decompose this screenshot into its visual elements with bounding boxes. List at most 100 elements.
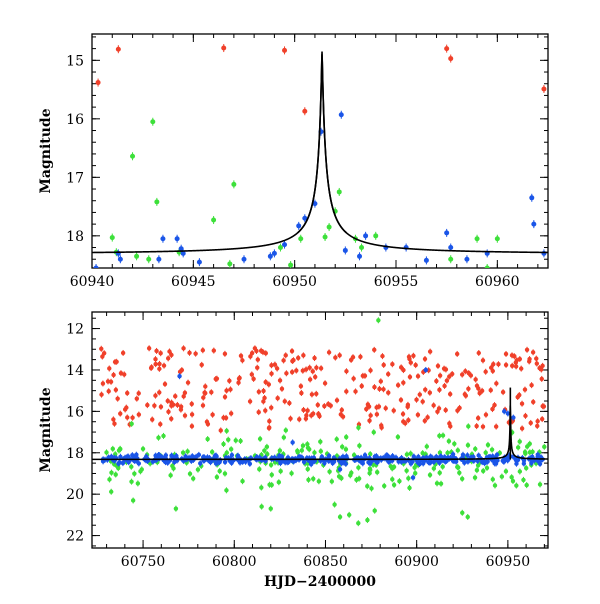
data-point [267,252,273,261]
y-tick-label: 18 [66,229,84,245]
data-point [165,397,170,404]
data-point [386,389,391,396]
data-point [256,388,262,395]
data-point [240,478,245,485]
y-tick-label: 18 [66,446,84,462]
data-point [308,461,314,468]
data-point [322,380,328,387]
data-point [306,476,311,483]
data-point [218,427,223,434]
data-point [224,487,229,494]
data-point [177,373,182,380]
data-point [339,443,345,450]
data-point [224,387,229,394]
data-point [496,361,501,368]
data-point [374,411,380,418]
data-point [457,469,462,476]
data-point [265,451,270,458]
data-point [134,451,139,458]
data-point [289,470,294,477]
data-point [130,497,136,504]
data-point [354,476,359,483]
x-tick-label: 60955 [374,274,419,290]
data-point [521,476,526,483]
data-point [459,371,465,378]
data-point [307,376,313,383]
data-point [479,387,485,394]
y-tick-label: 22 [66,529,84,545]
data-point [500,457,505,464]
data-point [353,388,358,395]
data-point [249,371,255,378]
x-tick-label: 60960 [475,274,520,290]
data-point [476,385,481,392]
data-point [247,398,253,405]
data-point [334,397,340,404]
data-point [294,367,299,374]
x-tick-label: 60900 [394,554,439,570]
data-point [300,442,306,449]
data-point [290,439,295,446]
data-point [395,382,401,389]
data-point [492,482,498,489]
data-point [521,460,527,467]
data-point [367,465,373,472]
data-point [222,470,228,477]
data-point [255,356,261,363]
data-point [279,385,285,392]
data-point [300,367,306,374]
data-point [444,228,450,237]
data-point [391,481,397,488]
data-point [277,243,283,252]
data-point [491,361,496,368]
data-point [140,445,146,452]
data-point [431,402,436,409]
data-point [307,364,312,371]
data-point [434,378,439,385]
data-point [444,44,450,53]
data-point [310,410,316,417]
data-point [210,411,215,418]
data-point [274,365,280,372]
data-point [442,382,447,389]
data-point [463,368,468,375]
data-point [539,366,544,373]
data-point [401,379,406,386]
data-point [503,468,509,475]
data-point [410,474,416,481]
data-point [514,357,520,364]
data-point [299,390,304,397]
data-point [351,375,356,382]
data-point [169,351,174,358]
data-point [517,392,522,399]
data-point [125,390,130,397]
data-point [343,460,349,467]
data-point [299,447,305,454]
data-point [160,234,166,243]
x-tick-label: 60940 [70,274,115,290]
data-point [382,482,387,489]
data-point [376,403,382,410]
data-point [535,451,540,458]
data-point [214,453,219,460]
data-point [179,367,185,374]
data-point [99,391,104,398]
data-point [329,478,335,485]
data-point [275,395,280,402]
data-point [100,353,105,360]
data-point [203,383,208,390]
data-point [332,501,337,508]
data-point [414,396,419,403]
data-point [423,366,428,373]
data-point [135,480,141,487]
data-point [535,418,540,425]
data-point [400,410,406,417]
data-point [327,468,332,475]
data-point [112,420,117,427]
data-point [157,365,162,372]
data-point [420,398,425,405]
data-point [529,193,535,202]
data-point [156,255,162,264]
data-point [202,389,207,396]
data-point [413,362,418,369]
